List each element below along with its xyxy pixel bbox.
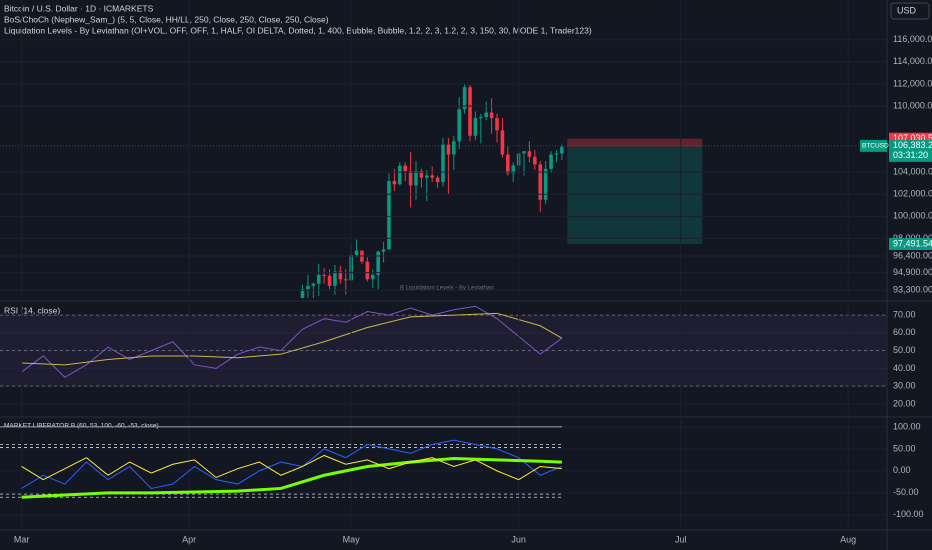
y-tick-label: 104,000.00 xyxy=(893,167,932,177)
candle-body xyxy=(554,153,559,155)
candle-body xyxy=(327,275,332,286)
candle-body xyxy=(435,177,440,183)
indicator-label: Liquidation Levels - By Leviathan (OI+VO… xyxy=(4,25,592,35)
last-price-label: 106,383.29 xyxy=(893,140,932,150)
candle-body xyxy=(473,118,478,136)
candle-body xyxy=(527,151,532,157)
x-tick-label: Mar xyxy=(14,534,30,544)
series-line xyxy=(21,312,563,366)
chart-title: Bitcoin / U.S. Dollar · 1D · ICMARKETS xyxy=(4,3,154,13)
candle-body xyxy=(376,251,380,275)
y-tick-label: 30.00 xyxy=(893,381,916,391)
candle-body xyxy=(560,146,564,154)
candle-body xyxy=(381,249,386,252)
x-tick-label: Jul xyxy=(675,534,687,544)
y-tick-label: 93,300.00 xyxy=(893,285,932,295)
price-plot xyxy=(300,83,703,298)
y-tick-label: 20.00 xyxy=(893,398,916,408)
candle-body xyxy=(311,283,316,286)
candle-body xyxy=(538,164,543,200)
y-tick-label: 50.00 xyxy=(893,345,916,355)
price-label: 107,030.52 xyxy=(893,133,932,143)
y-tick-label: 94,900.00 xyxy=(893,267,932,277)
candle-body xyxy=(489,112,494,119)
y-tick-label: -100.00 xyxy=(893,509,924,519)
series-line xyxy=(21,454,562,481)
y-tick-label: 40.00 xyxy=(893,363,916,373)
candle-body xyxy=(354,250,359,255)
candle-body xyxy=(365,261,370,280)
candle-body xyxy=(543,168,548,200)
candle-body xyxy=(343,279,348,281)
last-price-box xyxy=(889,139,932,162)
candle-body xyxy=(511,165,516,174)
candle-body xyxy=(522,151,526,154)
candle-body xyxy=(403,165,407,172)
y-tick-label: 70.00 xyxy=(893,309,916,319)
y-tick-label: -50.00 xyxy=(893,487,919,497)
candle-body xyxy=(495,118,499,131)
candle-body xyxy=(462,87,467,110)
candle-body xyxy=(397,165,402,185)
y-tick-label: 50.00 xyxy=(893,443,916,453)
candle-body xyxy=(338,271,343,280)
target-zone xyxy=(567,146,703,245)
x-tick-label: Aug xyxy=(840,534,856,544)
x-tick-label: Jun xyxy=(511,534,526,544)
candle-body xyxy=(506,154,510,174)
candle-body xyxy=(414,171,418,186)
last-price-tag xyxy=(860,139,887,152)
candle-body xyxy=(430,175,434,178)
rsi-title: RSI (14, close) xyxy=(4,305,60,315)
symbol-label: BTCUSD xyxy=(862,143,889,150)
candle-body xyxy=(424,175,429,178)
candle-body xyxy=(419,171,424,178)
y-tick-label: 100,000.00 xyxy=(893,211,932,221)
series-line xyxy=(21,305,563,378)
price-label-box xyxy=(889,238,932,251)
candle-body xyxy=(446,144,451,155)
series-line xyxy=(21,457,562,499)
countdown-label: 03:31:20 xyxy=(893,150,928,160)
watermark: B Liquidation Levels - By Leviathan xyxy=(400,286,494,292)
y-tick-label: 98,000.00 xyxy=(893,233,932,243)
y-tick-label: 110,000.00 xyxy=(893,100,932,110)
candle-body xyxy=(387,181,391,250)
candle-body xyxy=(468,87,472,136)
candle-body xyxy=(441,144,445,183)
indicator-label: BoS/ChoCh (Nephew_Sam_) (5, 5, Close, HH… xyxy=(4,14,329,24)
candle-body xyxy=(322,274,326,276)
candle-body xyxy=(452,141,456,155)
price-label: 97,491.54 xyxy=(893,238,932,248)
y-tick-label: 116,000.00 xyxy=(893,34,932,44)
y-tick-label: 0.00 xyxy=(893,465,911,475)
candle-body xyxy=(333,271,337,286)
candle-body xyxy=(408,171,413,186)
y-tick-label: 96,400.00 xyxy=(893,250,932,260)
stop-zone xyxy=(567,138,703,147)
currency-button[interactable] xyxy=(890,2,930,20)
candle-body xyxy=(457,109,462,142)
candle-body xyxy=(370,274,375,280)
y-tick-label: 112,000.00 xyxy=(893,78,932,88)
y-tick-label: 114,000.00 xyxy=(893,56,932,66)
x-tick-label: Apr xyxy=(182,534,196,544)
candle-body xyxy=(392,181,397,185)
x-tick-label: May xyxy=(343,534,361,544)
candle-body xyxy=(500,130,505,155)
oscillator-title: MARKET LIBERATOR B (60, 53, 100, -60, -5… xyxy=(4,423,159,430)
candle-body xyxy=(484,112,489,117)
series-line xyxy=(21,439,563,489)
currency-label[interactable]: USD xyxy=(897,5,917,15)
candle-body xyxy=(479,116,483,119)
y-tick-label: 60.00 xyxy=(893,327,916,337)
candle-body xyxy=(533,156,537,165)
y-tick-label: 102,000.00 xyxy=(893,189,932,199)
y-tick-label: 100.00 xyxy=(893,421,921,431)
candle-body xyxy=(549,154,553,169)
candle-body xyxy=(300,289,305,298)
candle-body xyxy=(306,285,310,290)
candle-body xyxy=(316,274,321,284)
